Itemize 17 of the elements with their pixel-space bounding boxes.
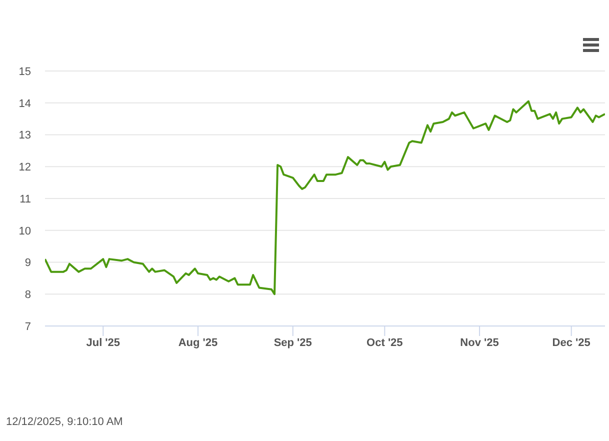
y-tick-label: 15 xyxy=(18,66,31,78)
x-tick-label: Nov '25 xyxy=(460,336,499,349)
y-tick-label: 7 xyxy=(24,320,31,333)
y-tick-label: 13 xyxy=(18,130,31,142)
x-tick-label: Jul '25 xyxy=(86,336,120,349)
x-tick-label: Aug '25 xyxy=(178,336,218,349)
text: 12/12/2025, 9:10:10 AM xyxy=(6,416,123,428)
x-tick-label: Dec '25 xyxy=(552,336,590,349)
x-tick-label: Sep '25 xyxy=(274,336,312,349)
y-tick-label: 14 xyxy=(18,98,31,110)
y-tick-label: 11 xyxy=(20,193,31,206)
y-tick-label: 10 xyxy=(18,225,31,238)
y-tick-label: 8 xyxy=(24,289,31,302)
x-tick-label: Oct '25 xyxy=(366,336,403,349)
y-tick-label: 9 xyxy=(24,257,31,270)
line-series xyxy=(45,100,605,296)
y-tick-label: 12 xyxy=(18,162,31,174)
